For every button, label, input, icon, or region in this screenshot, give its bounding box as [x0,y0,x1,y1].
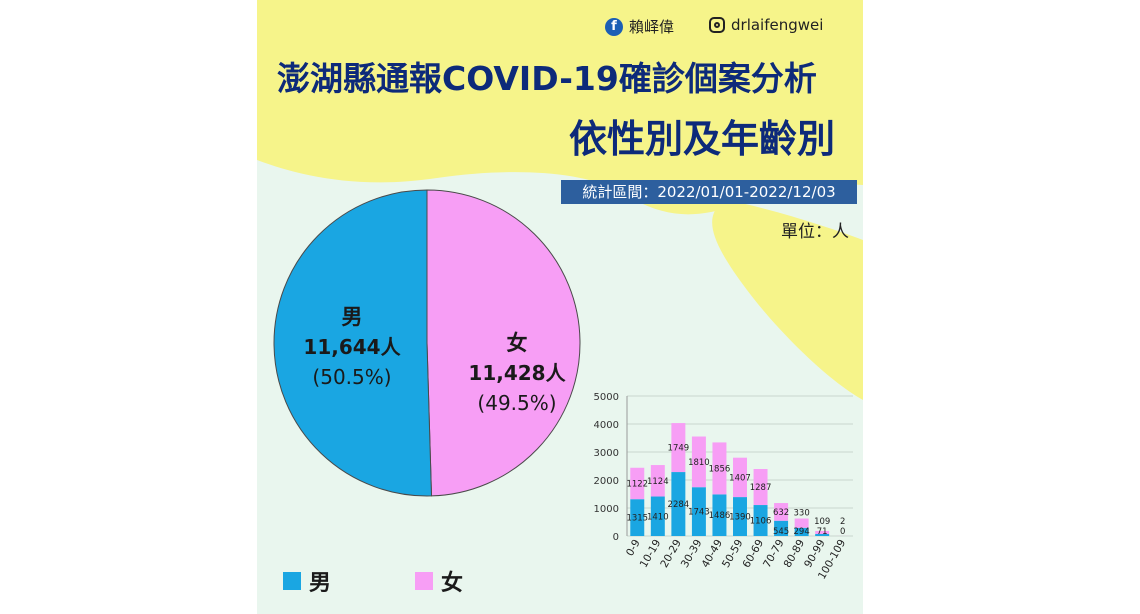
data-label-male: 2284 [668,500,690,510]
period-label: 統計區間：2022/01/01-2022/12/03 [561,180,857,204]
instagram-icon [709,17,725,33]
data-label-female: 1749 [668,444,690,454]
bar-female [794,518,809,528]
facebook-icon: f [605,17,623,36]
y-tick-label: 4000 [594,420,619,431]
data-label-male: 1315 [626,514,648,524]
data-label-male: 0 [840,527,845,537]
bar-female [671,423,686,473]
y-tick-label: 5000 [594,392,619,403]
bar-male [794,527,809,536]
bar-female [753,468,768,506]
bar-male [650,496,665,536]
bar-female [630,467,645,500]
facebook-handle[interactable]: f 賴峄偉 [605,16,674,37]
y-tick-label: 0 [613,532,619,543]
bar-male [671,472,686,536]
bar-male [712,494,727,536]
gender-pie-chart [273,189,581,497]
male-slice-label: 男 11,644人 (50.5%) [277,302,427,392]
bar-female [691,436,706,488]
background-shapes [257,0,863,400]
bar-male [733,497,747,536]
data-label-female: 1122 [626,479,648,489]
legend-female: 女 [415,565,463,597]
yellow-top-shape [257,0,863,215]
data-label-female: 1810 [688,458,710,468]
yellow-side-shape [712,200,863,400]
bar-female [774,503,789,521]
bar-male [774,520,789,536]
bar-male [753,505,768,536]
y-tick-label: 3000 [594,448,619,459]
legend-male-label: 男 [309,571,332,596]
bar-male [815,534,830,536]
age-stacked-bar-chart: 0 1000 2000 3000 4000 5000 1315 1122 0-9 1410 1124… [594,392,853,581]
female-percent: (49.5%) [477,391,557,415]
facebook-name: 賴峄偉 [629,18,675,36]
title-line1: 澎湖縣通報COVID-19確診個案分析 [277,59,817,98]
data-label-female: 2 [840,517,845,527]
data-label-female: 1407 [729,473,751,483]
male-label: 男 [341,305,363,329]
bar-female [733,457,747,498]
pie-slice-male [273,189,433,497]
data-label-male: 1743 [688,508,710,518]
female-label: 女 [506,331,528,355]
male-percent: (50.5%) [312,365,392,389]
y-tick-label: 2000 [594,476,619,487]
infographic-card: f 賴峄偉 drlaifengwei 澎湖縣通報COVID-19確診個案分析 依… [257,0,863,614]
data-label-male: 1390 [729,513,751,523]
data-label-male: 1410 [647,512,669,522]
bar-male [691,487,706,536]
data-label-female: 109 [814,517,830,527]
data-label-female: 1287 [750,483,772,493]
legend-female-label: 女 [441,571,464,596]
female-slice-label: 女 11,428人 (49.5%) [442,328,592,418]
data-label-female: 1124 [647,477,669,487]
legend-male-swatch [283,572,301,590]
unit-label: 單位：人 [781,222,849,242]
instagram-name: drlaifengwei [731,16,824,34]
bar-female [650,465,665,497]
female-count: 11,428人 [468,361,566,385]
bar-male [630,499,645,536]
bar-female [815,530,830,535]
data-label-male: 1106 [750,517,772,527]
data-label-male: 71 [817,527,828,537]
data-label-male: 545 [773,527,789,537]
title-line2: 依性別及年齡別 [568,117,835,161]
data-label-male: 294 [794,527,810,537]
data-label-female: 632 [773,508,789,518]
data-label-male: 1486 [709,511,731,521]
data-label-female: 330 [794,509,810,519]
male-count: 11,644人 [303,335,401,359]
legend-female-swatch [415,572,433,590]
bar-female [712,442,727,495]
legend-male: 男 [283,565,331,597]
pie-slice-female [426,189,581,497]
data-label-female: 1856 [709,464,731,474]
y-tick-label: 1000 [594,504,619,515]
instagram-handle[interactable]: drlaifengwei [709,16,823,34]
x-tick-label: 0-9 [624,538,643,559]
